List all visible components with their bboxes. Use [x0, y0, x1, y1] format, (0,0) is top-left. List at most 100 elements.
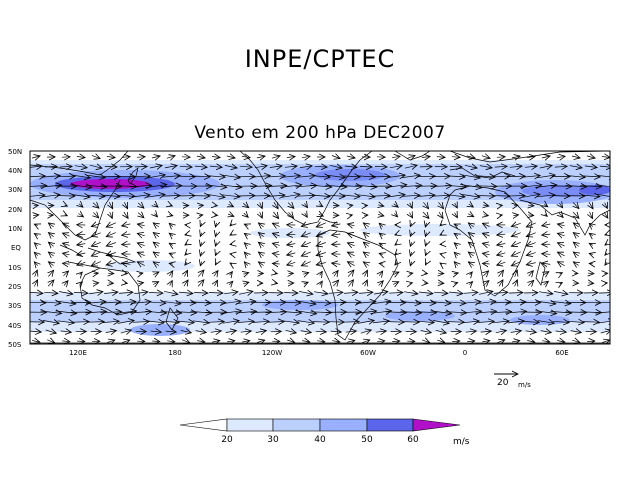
wind-vector-arrow: [420, 331, 432, 333]
wind-vector-arrow: [596, 194, 610, 197]
wind-vector-arrow: [389, 292, 403, 293]
wind-vector-arrow: [395, 244, 397, 246]
wind-vector-arrow: [410, 223, 411, 226]
organization-title: INPE/CPTEC: [244, 45, 396, 73]
wind-vector-arrow: [379, 233, 383, 236]
wind-vector-arrow: [145, 311, 166, 313]
wind-vector-arrow: [250, 186, 272, 187]
lat-tick-label: 10N: [8, 225, 22, 233]
wind-vector-arrow: [422, 340, 430, 343]
wind-vector-arrow: [289, 212, 294, 218]
wind-vector-arrow: [130, 185, 152, 186]
wind-vector-arrow: [494, 292, 508, 293]
wind-vector-arrow: [207, 322, 224, 323]
wind-vector-arrow: [497, 262, 506, 265]
wind-vector-arrow: [155, 214, 158, 217]
wind-vector-arrow: [436, 157, 445, 158]
wind-vector-arrow: [379, 271, 382, 276]
wind-vector-arrow: [301, 262, 311, 266]
wind-vector-arrow: [122, 234, 131, 235]
wind-vector-arrow: [258, 233, 263, 237]
wind-vector-arrow: [124, 212, 128, 218]
wind-vector-arrow: [280, 185, 302, 188]
wind-vector-arrow: [194, 166, 207, 167]
wind-vector-arrow: [490, 312, 511, 313]
colorbar-tick-label: 40: [314, 435, 326, 445]
wind-vector-arrow: [243, 282, 249, 284]
wind-vector-arrow: [258, 242, 263, 246]
wind-vector-arrow: [499, 270, 504, 276]
wind-vector-arrow: [91, 242, 101, 246]
wind-vector-arrow: [77, 244, 86, 245]
wind-vector-arrow: [153, 223, 159, 227]
wind-vector-arrow: [30, 292, 43, 293]
wind-vector-arrow: [410, 283, 413, 284]
wind-vector-arrow: [236, 301, 256, 303]
colorbar-segment: [226, 418, 274, 432]
wind-vector-arrow: [273, 211, 278, 219]
wind-vector-arrow: [300, 331, 312, 333]
wind-vector-arrow: [347, 224, 355, 226]
wind-vector-arrow: [476, 301, 496, 303]
wind-vector-arrow: [65, 205, 68, 206]
wind-vector-arrow: [363, 242, 368, 246]
wind-vector-arrow: [305, 203, 308, 207]
wind-vector-arrow: [63, 253, 70, 255]
wind-vector-arrow: [176, 176, 195, 177]
wind-vector-arrow: [341, 176, 360, 177]
wind-vector-arrow: [106, 253, 116, 256]
wind-vector-arrow: [131, 176, 150, 177]
wind-vector-arrow: [330, 331, 342, 332]
wind-vector-arrow: [60, 331, 72, 332]
wind-vector-arrow: [417, 321, 434, 322]
wind-vector-arrow: [589, 253, 593, 254]
wind-vector-arrow: [116, 302, 136, 304]
wind-vector-arrow: [476, 196, 495, 197]
wind-vector-arrow: [393, 282, 399, 285]
wind-vector-arrow: [434, 292, 448, 293]
wind-vector-arrow: [104, 166, 117, 167]
wind-vector-arrow: [331, 156, 340, 159]
wind-vector-arrow: [431, 195, 450, 196]
wind-vector-arrow: [497, 234, 506, 235]
wind-vector-arrow: [378, 205, 384, 206]
wind-vector-arrow: [169, 243, 173, 245]
wind-vector-arrow: [365, 280, 368, 286]
wind-vector-arrow: [314, 292, 328, 294]
wind-vector-arrow: [573, 262, 578, 266]
wind-vector-arrow: [357, 320, 374, 323]
wind-vector-arrow: [62, 341, 70, 342]
wind-vector-arrow: [410, 203, 413, 208]
wind-vector-arrow: [116, 195, 135, 196]
wind-vector-arrow: [191, 176, 210, 177]
wind-vector-arrow: [370, 311, 391, 314]
wind-vector-arrow: [482, 263, 490, 264]
wind-vector-arrow: [243, 203, 248, 207]
wind-vector-arrow: [595, 311, 610, 314]
wind-vector-arrow: [267, 322, 284, 323]
lat-tick-label: 50N: [8, 148, 22, 156]
wind-vector-arrow: [409, 273, 413, 274]
wind-vector-arrow: [604, 212, 608, 218]
lat-tick-label: 10S: [8, 264, 22, 272]
colorbar-segment: [412, 418, 461, 432]
wind-vector-arrow: [597, 321, 610, 323]
wind-vector-arrow: [319, 214, 324, 216]
map-title: Vento em 200 hPa DEC2007: [194, 123, 446, 143]
wind-vector-arrow: [511, 262, 521, 266]
wind-vector-arrow: [206, 176, 225, 178]
wind-vector-arrow: [30, 302, 46, 303]
wind-vector-arrow: [589, 223, 593, 226]
wind-vector-arrow: [272, 243, 280, 245]
wind-vector-arrow: [257, 340, 265, 342]
lon-tick-label: 60W: [360, 349, 376, 357]
wind-vector-arrow: [349, 205, 353, 206]
wind-vector-arrow: [499, 280, 503, 286]
wind-vector-arrow: [260, 203, 263, 209]
wind-vector-arrow: [254, 166, 267, 168]
wind-vector-arrow: [153, 233, 159, 237]
wind-vector-arrow: [153, 242, 159, 246]
wind-vector-arrow: [30, 331, 42, 332]
wind-vector-arrow: [169, 253, 173, 255]
wind-vector-arrow: [175, 312, 196, 313]
